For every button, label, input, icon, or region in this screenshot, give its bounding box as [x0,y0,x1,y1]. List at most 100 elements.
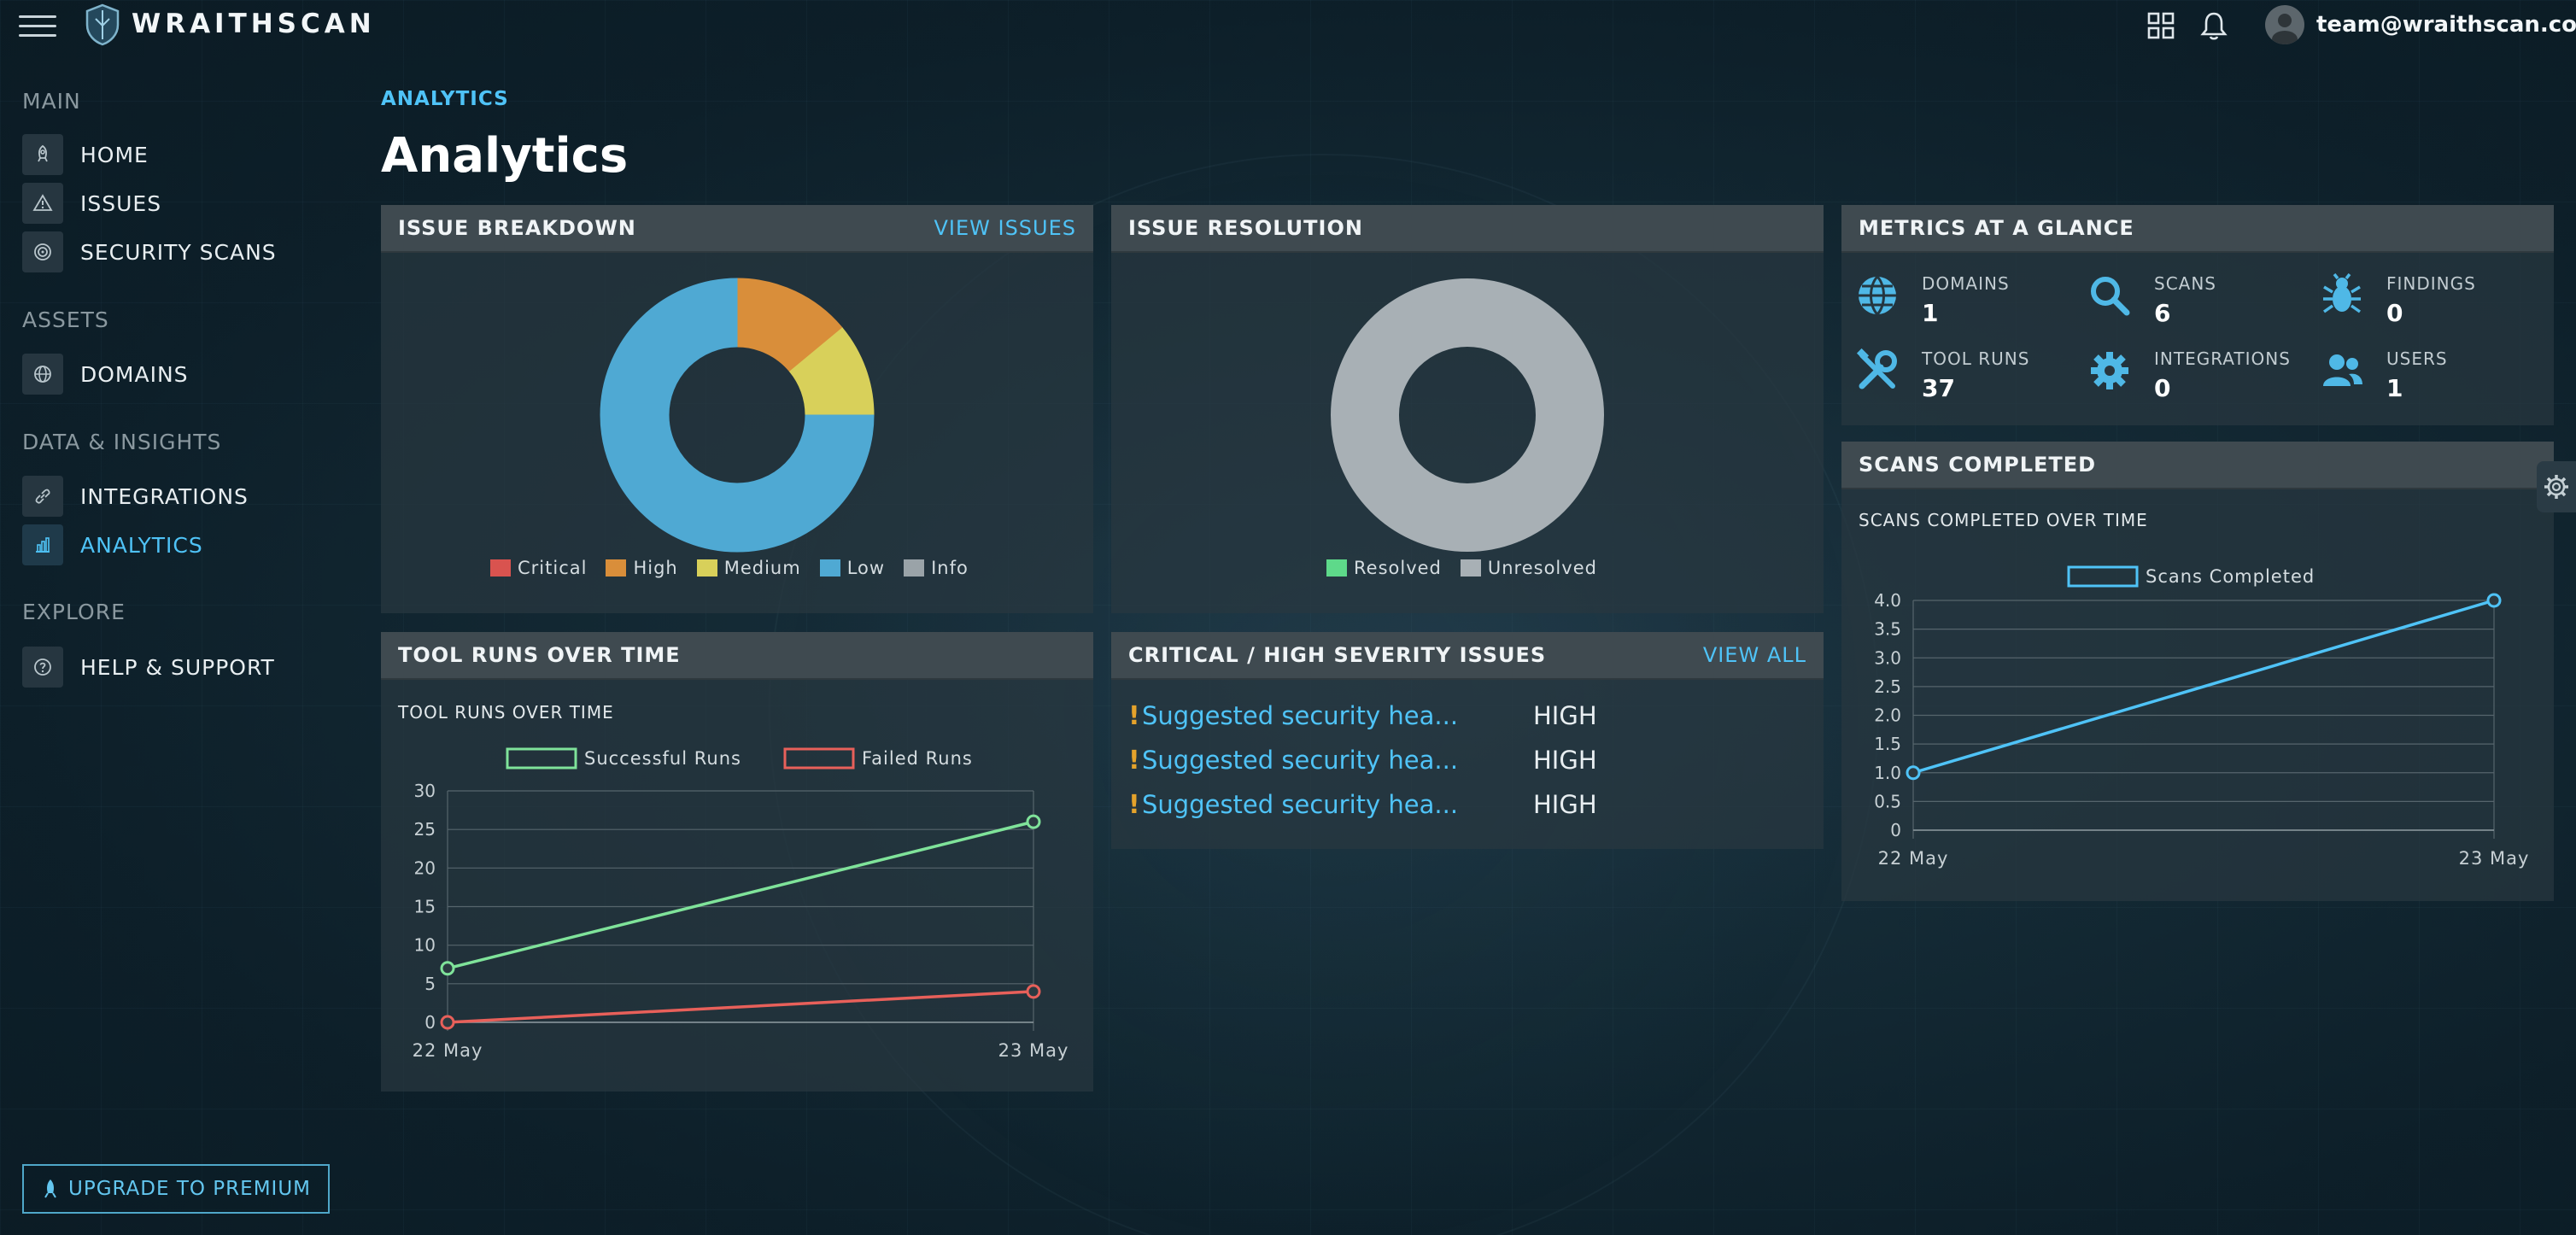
card-header: SCANS COMPLETED [1841,442,2554,489]
breadcrumb[interactable]: ANALYTICS [381,88,509,110]
users-icon [2323,354,2362,386]
upgrade-to-premium-button[interactable]: UPGRADE TO PREMIUM [22,1164,330,1214]
user-menu[interactable]: team@wraithscan.com [2265,3,2576,46]
brand-name: WRAITHSCAN [132,9,376,39]
sidebar-item-label: INTEGRATIONS [80,483,249,509]
issue-severity: HIGH [1533,746,1597,775]
metric-value: 6 [2154,299,2171,327]
sidebar-item-issues[interactable]: ISSUES [22,183,330,224]
legend-item-low[interactable]: Low [819,558,886,578]
legend-label: Medium [723,558,801,578]
sidebar-item-help-support[interactable]: HELP & SUPPORT [22,647,330,688]
legend-item-resolved[interactable]: Resolved [1326,558,1442,578]
top-bar: WRAITHSCAN team@wraithscan.com [0,0,2576,53]
globe-icon [1859,275,1896,316]
help-icon [22,647,63,688]
user-avatar-icon [2265,5,2304,44]
bell-icon[interactable] [2198,10,2229,41]
data-point-failed-runs [1026,984,1041,999]
legend-item-info[interactable]: Info [904,558,969,578]
card-title: CRITICAL / HIGH SEVERITY ISSUES [1128,643,1547,667]
metric-value: 1 [1922,299,1939,327]
section-title-data-insights: DATA & INSIGHTS [22,430,222,454]
data-point-scans-completed [1906,765,1921,781]
x-tick-label: 22 May [413,1040,483,1061]
legend-label: Critical [518,558,588,578]
sidebar-item-label: HOME [80,142,149,167]
menu-icon[interactable] [19,15,56,38]
view-all-link[interactable]: VIEW ALL [1702,643,1806,667]
y-tick-label: 3.5 [1874,619,1901,640]
y-tick-label: 20 [414,857,436,878]
series-line-successful-runs [447,820,1034,970]
issue-marker: ! [1128,745,1140,776]
legend-item-unresolved[interactable]: Unresolved [1460,558,1597,578]
issue-row[interactable]: ! Suggested security hea... HIGH [1128,743,1812,777]
metric-label: USERS [2386,348,2448,369]
settings-gear-button[interactable] [2537,461,2576,512]
sidebar-item-analytics[interactable]: ANALYTICS [22,524,330,565]
metric-value: 0 [2154,374,2171,402]
series-line-failed-runs [447,990,1034,1024]
card-title: TOOL RUNS OVER TIME [398,643,681,667]
donut-slice-low [600,278,875,553]
warning-icon [22,183,63,224]
card-title: SCANS COMPLETED [1859,453,2097,477]
issue-title-link[interactable]: Suggested security hea... [1142,746,1459,775]
issue-breakdown-legend: Critical High Medium Low Info [490,558,969,578]
metric-domains: DOMAINS 1 [1855,273,2010,327]
metric-scans: SCANS 6 [2087,273,2216,327]
legend-item-medium[interactable]: Medium [696,558,801,578]
series-line-scans-completed [1912,599,2495,775]
metrics-card: METRICS AT A GLANCE DOMAINS 1 SCANS 6 FIND… [1841,205,2554,425]
legend-swatch [904,559,925,577]
issue-row[interactable]: ! Suggested security hea... HIGH [1128,699,1812,733]
legend-label: Low [846,558,886,578]
legend-item-critical[interactable]: Critical [490,558,587,578]
gear-icon [2091,352,2128,389]
donut-slice-unresolved [1331,278,1604,552]
data-point-failed-runs [440,1015,455,1030]
tool-runs-card: TOOL RUNS OVER TIME TOOL RUNS OVER TIME … [381,632,1093,1092]
metric-value: 37 [1922,374,1955,402]
x-tick-label: 22 May [1878,848,1949,869]
legend-label: High [633,558,678,578]
user-email: team@wraithscan.com [2316,12,2576,38]
legend-label: Unresolved [1487,558,1597,578]
legend-swatch-failed-runs [783,747,855,770]
tool-runs-chart: Successful Runs Failed Runs 0 5 10 15 20 25 30 22… [413,747,1068,1061]
issue-breakdown-donut [600,278,875,553]
bug-icon [2322,273,2362,313]
scans-completed-card: SCANS COMPLETED SCANS COMPLETED OVER TIM… [1841,442,2554,901]
y-tick-label: 0 [1890,820,1901,840]
chart-subtitle: TOOL RUNS OVER TIME [398,702,614,723]
sidebar-item-domains[interactable]: DOMAINS [22,354,330,395]
legend-label-successful-runs: Successful Runs [584,748,741,769]
search-icon [2091,277,2130,316]
metric-integrations: INTEGRATIONS 0 [2087,348,2291,402]
sidebar-item-home[interactable]: HOME [22,134,330,175]
sidebar-item-integrations[interactable]: INTEGRATIONS [22,476,330,517]
card-title: ISSUE BREAKDOWN [398,216,636,240]
upgrade-label: UPGRADE TO PREMIUM [67,1178,312,1200]
card-header: ISSUE RESOLUTION [1111,205,1824,253]
issue-title-link[interactable]: Suggested security hea... [1142,701,1459,730]
legend-item-high[interactable]: High [606,558,677,578]
metric-value: 0 [2386,299,2403,327]
issue-row[interactable]: ! Suggested security hea... HIGH [1128,787,1812,822]
y-tick-label: 4.0 [1874,590,1901,611]
issue-title-link[interactable]: Suggested security hea... [1142,790,1459,819]
issue-breakdown-card: ISSUE BREAKDOWN VIEW ISSUES Critical Hig… [381,205,1093,613]
y-tick-label: 15 [414,897,436,917]
legend-swatch-successful-runs [506,747,577,770]
sidebar-item-security-scans[interactable]: SECURITY SCANS [22,231,330,272]
grid-icon[interactable] [2146,10,2176,41]
sidebar-item-label: SECURITY SCANS [80,239,277,265]
target-icon [22,231,63,272]
critical-issues-card: CRITICAL / HIGH SEVERITY ISSUES VIEW ALL… [1111,632,1824,849]
bar-chart-icon [22,524,63,565]
legend-label-scans-completed: Scans Completed [2146,566,2315,587]
sidebar-item-label: HELP & SUPPORT [80,654,275,680]
data-point-successful-runs [1026,814,1041,829]
view-issues-link[interactable]: VIEW ISSUES [934,216,1076,240]
